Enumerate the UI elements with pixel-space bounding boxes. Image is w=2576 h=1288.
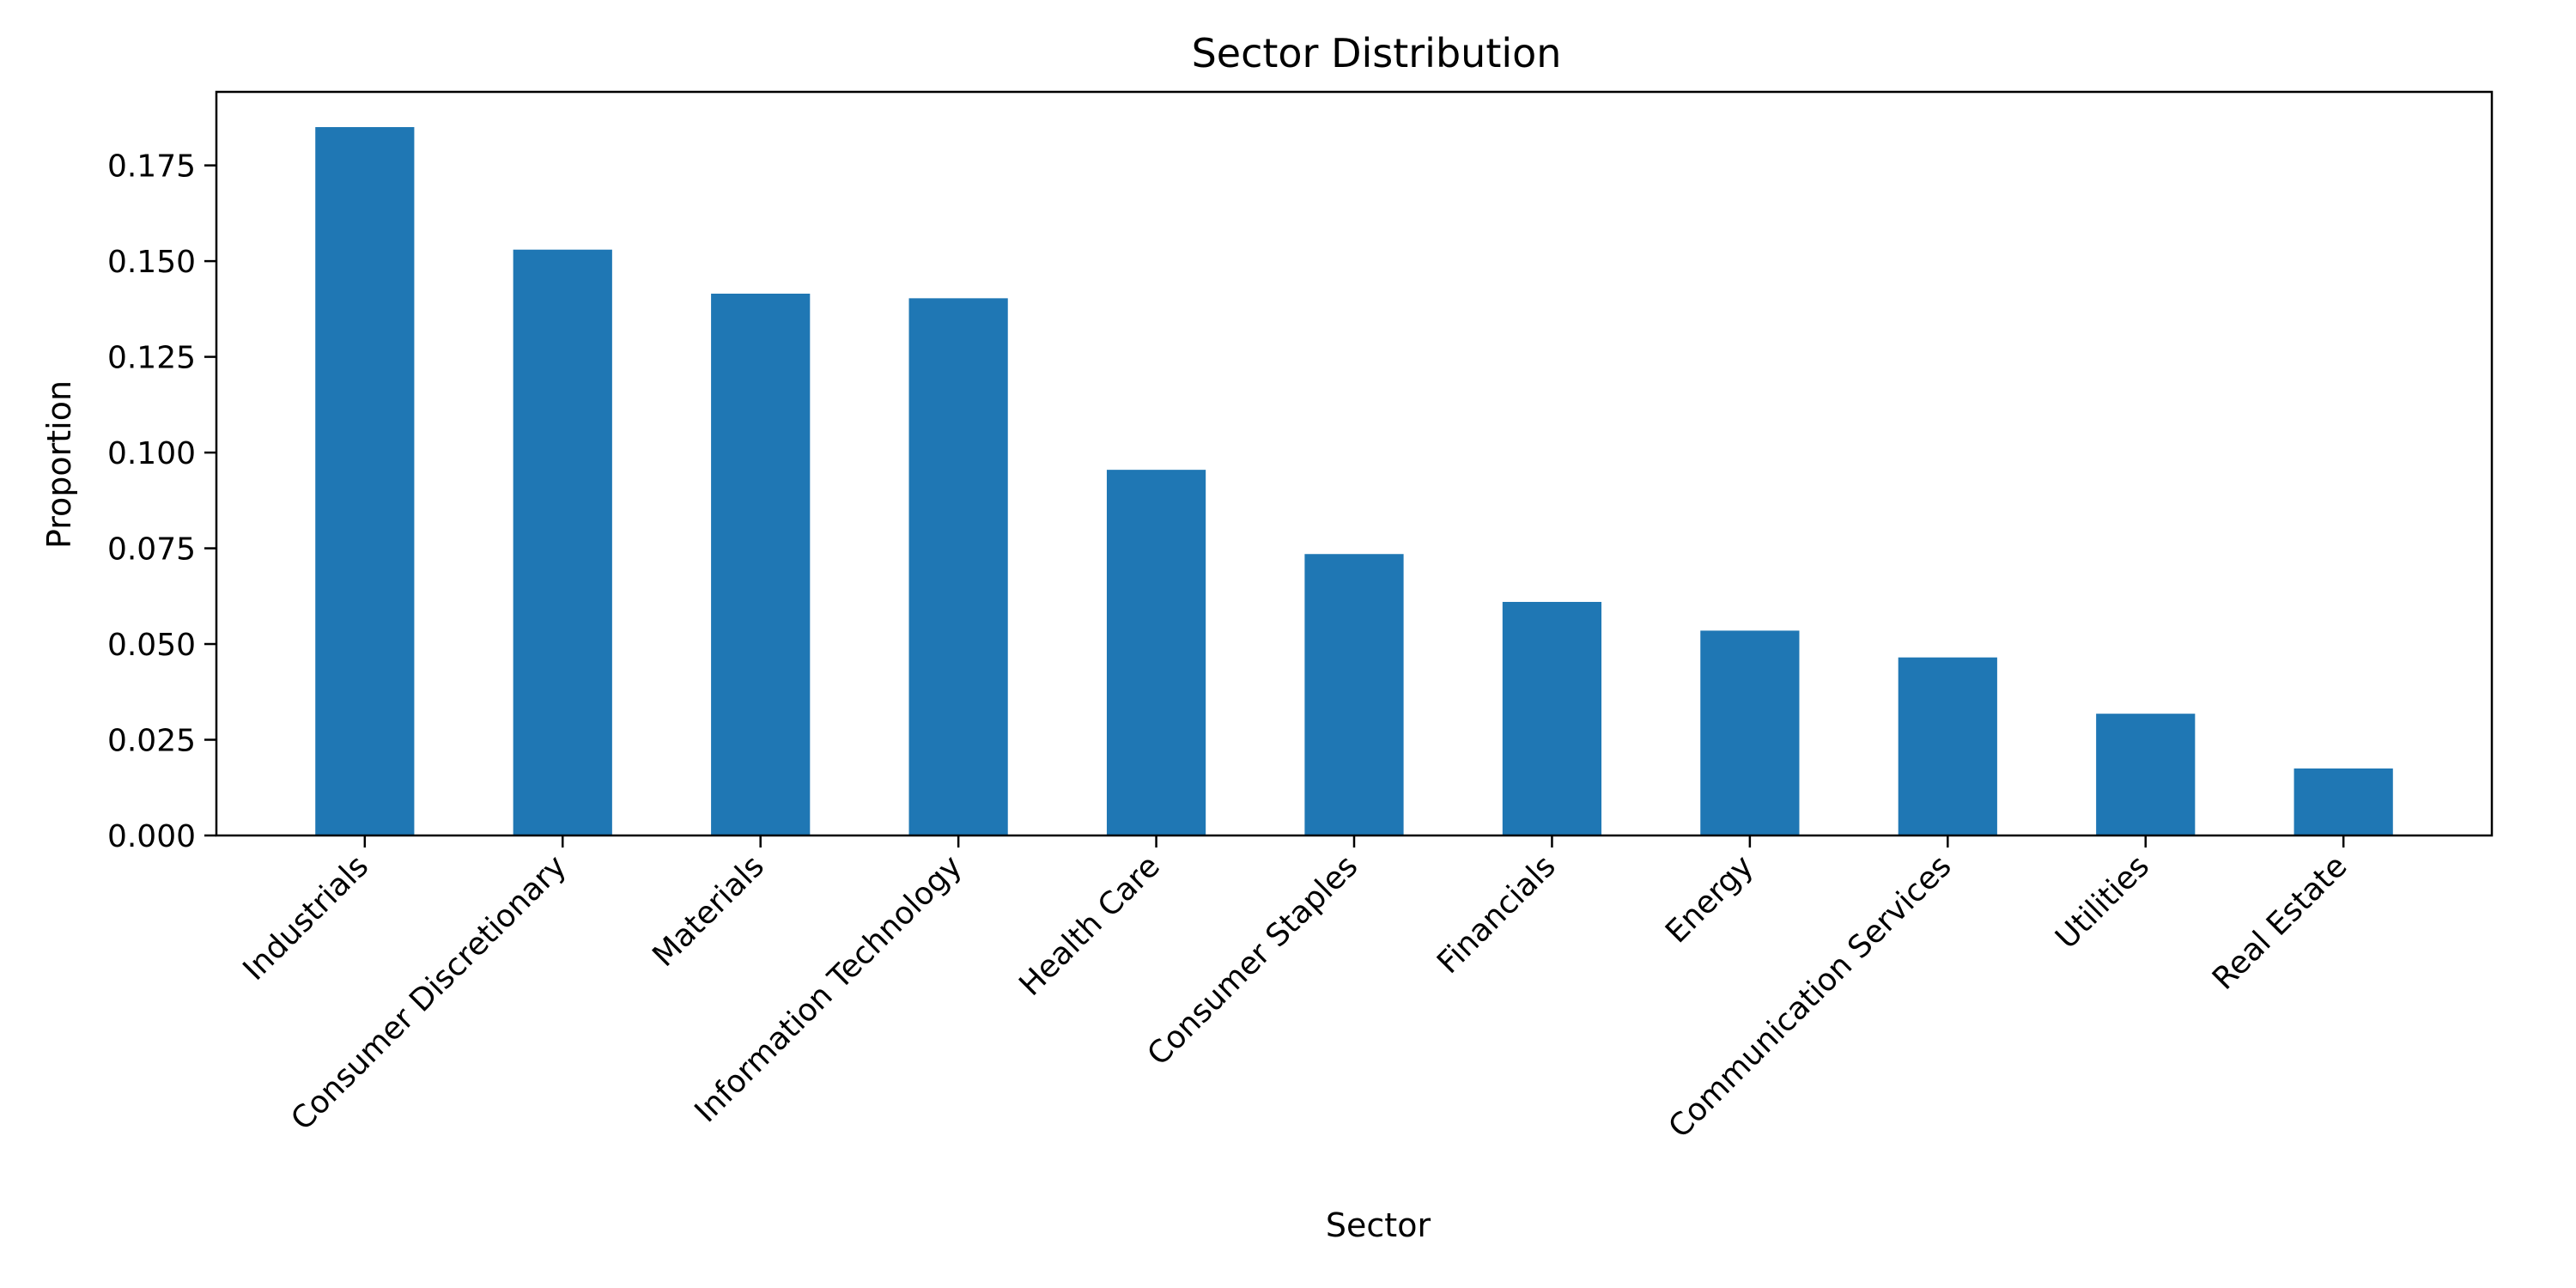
bar-series <box>315 127 2393 835</box>
y-tick-label: 0.050 <box>107 628 196 663</box>
chart-title: Sector Distribution <box>1192 30 1562 76</box>
y-tick-label: 0.125 <box>107 341 196 376</box>
bar-utilities <box>2096 714 2196 835</box>
y-tick-label: 0.150 <box>107 245 196 280</box>
x-axis-label: Sector <box>1326 1206 1431 1244</box>
y-tick-label: 0.175 <box>107 149 196 185</box>
y-axis: 0.000 0.025 0.050 0.075 0.100 0.125 0.150 0.175 <box>107 149 216 854</box>
bar-consumer-staples <box>1304 554 1404 835</box>
bar-consumer-discretionary <box>513 249 612 835</box>
bar-health-care <box>1106 470 1206 835</box>
bar-financials <box>1502 601 1602 835</box>
bar-materials <box>711 294 811 835</box>
bar-energy <box>1700 630 1800 835</box>
plot-frame <box>215 90 2494 837</box>
bar-communication-services <box>1898 657 1997 835</box>
bar-industrials <box>315 127 415 835</box>
y-tick-label: 0.025 <box>107 724 196 759</box>
y-tick-label: 0.075 <box>107 532 196 568</box>
y-tick-label: 0.000 <box>107 819 196 854</box>
y-tick-label: 0.100 <box>107 436 196 471</box>
bar-real-estate <box>2293 768 2393 835</box>
bar-information-technology <box>908 298 1008 835</box>
y-axis-label: Proportion <box>40 380 78 549</box>
